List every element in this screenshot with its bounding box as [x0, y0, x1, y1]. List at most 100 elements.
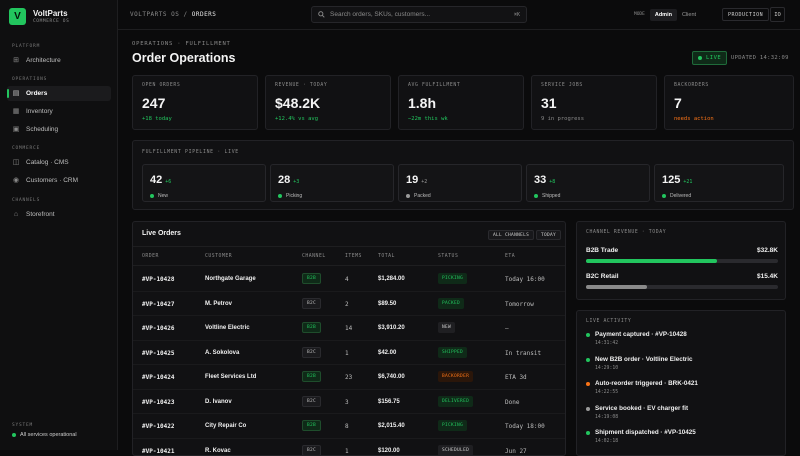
- sidebar-item-orders[interactable]: ▤ Orders: [7, 86, 111, 101]
- activity-title: LIVE ACTIVITY: [586, 319, 776, 324]
- stage-dot-icon: [534, 194, 538, 198]
- cell-order[interactable]: #VP-10424: [142, 374, 175, 381]
- pipeline-stage-delivered[interactable]: 125+21 Delivered: [654, 164, 784, 202]
- kpi-card-revenue[interactable]: REVENUE · TODAY $48.2K +12.4% vs avg: [265, 75, 391, 130]
- kpi-card-backorders[interactable]: BACKORDERS 7 needs action: [664, 75, 794, 130]
- channel-badge: B2C: [302, 298, 321, 309]
- brand-name: VoltParts: [33, 9, 69, 18]
- view-option-admin[interactable]: Admin: [650, 9, 677, 21]
- stage-dot-icon: [150, 194, 154, 198]
- pipeline-stage-packed[interactable]: 19+2 Packed: [398, 164, 522, 202]
- sidebar-item-customers[interactable]: ◉ Customers · CRM: [7, 173, 111, 188]
- channel-badge: B2B: [302, 322, 321, 333]
- cell-order[interactable]: #VP-10423: [142, 399, 175, 406]
- kpi-label: OPEN ORDERS: [142, 83, 248, 88]
- environment-badge[interactable]: PRODUCTION: [722, 8, 769, 21]
- filter-all-channels[interactable]: ALL CHANNELS: [488, 230, 534, 240]
- breadcrumb-separator: /: [183, 11, 187, 18]
- stage-name: Picking: [286, 193, 302, 199]
- kpi-card-avg-fulfillment[interactable]: AVG FULFILLMENT 1.8h −22m this wk: [398, 75, 524, 130]
- cell-order[interactable]: #VP-10422: [142, 423, 175, 430]
- status-badge: PACKED: [438, 298, 464, 309]
- sidebar-item-architecture[interactable]: ⊞ Architecture: [7, 53, 111, 68]
- search-input[interactable]: Search orders, SKUs, customers... ⌘K: [311, 6, 527, 23]
- activity-text: Service booked · EV charger fit: [595, 405, 688, 412]
- column-channel[interactable]: CHANNEL: [302, 254, 326, 259]
- catalog-icon: ◫: [12, 159, 20, 167]
- search-icon: [318, 11, 325, 18]
- avatar[interactable]: IO: [770, 7, 785, 22]
- stage-name: New: [158, 193, 168, 199]
- cell-order[interactable]: #VP-10421: [142, 448, 175, 455]
- activity-time: 14:19:08: [595, 415, 618, 420]
- cell-customer: R. Kovac: [205, 448, 231, 454]
- column-customer[interactable]: CUSTOMER: [205, 254, 232, 259]
- stage-delta: +2: [421, 179, 427, 185]
- view-toggle: MODE Admin Client: [629, 8, 701, 21]
- topbar: VOLTPARTS OS / ORDERS Search orders, SKU…: [118, 0, 800, 30]
- pipeline-stage-picking[interactable]: 28+3 Picking: [270, 164, 394, 202]
- cell-order[interactable]: #VP-10425: [142, 350, 175, 357]
- sidebar-item-catalog[interactable]: ◫ Catalog · CMS: [7, 155, 111, 170]
- system-label: SYSTEM: [12, 423, 33, 428]
- search-placeholder: Search orders, SKUs, customers...: [330, 11, 514, 18]
- sidebar-item-scheduling[interactable]: ▣ Scheduling: [7, 122, 111, 137]
- column-items[interactable]: ITEMS: [345, 254, 362, 259]
- column-order[interactable]: ORDER: [142, 254, 159, 259]
- cell-eta: Jun 27: [505, 448, 527, 455]
- kpi-card-service-jobs[interactable]: SERVICE JOBS 31 9 in progress: [531, 75, 657, 130]
- column-total[interactable]: TOTAL: [378, 254, 395, 259]
- cell-items: 1: [345, 448, 349, 455]
- kpi-label: SERVICE JOBS: [541, 83, 647, 88]
- kpi-subtext: needs action: [674, 116, 784, 122]
- pipeline-stage-shipped[interactable]: 33+8 Shipped: [526, 164, 650, 202]
- sidebar-item-inventory[interactable]: ▦ Inventory: [7, 104, 111, 119]
- status-badge: SHIPPED: [438, 347, 467, 358]
- column-eta[interactable]: ETA: [505, 254, 515, 259]
- kpi-label: BACKORDERS: [674, 83, 784, 88]
- brand[interactable]: V VoltParts COMMERCE OS: [9, 8, 69, 25]
- stage-dot-icon: [278, 194, 282, 198]
- channel-revenue-panel: CHANNEL REVENUE · TODAY B2B Trade $32.8K…: [576, 221, 786, 300]
- channel-badge: B2B: [302, 273, 321, 284]
- cell-order[interactable]: #VP-10426: [142, 325, 175, 332]
- nav-section-channels: CHANNELS: [12, 198, 40, 203]
- cell-total: $156.75: [378, 399, 400, 405]
- activity-text: Auto-reorder triggered · BRK-0421: [595, 380, 698, 387]
- cell-total: $6,740.00: [378, 374, 405, 380]
- cell-items: 3: [345, 399, 349, 406]
- cell-order[interactable]: #VP-10427: [142, 301, 175, 308]
- breadcrumb: VOLTPARTS OS / ORDERS: [130, 11, 216, 18]
- channel-name: B2C Retail: [586, 273, 619, 280]
- fulfillment-pipeline: FULFILLMENT PIPELINE · LIVE 42+6 New 28+…: [132, 140, 794, 210]
- live-orders-panel: Live Orders ALL CHANNELS TODAY ORDER CUS…: [132, 221, 566, 456]
- live-dot-icon: [698, 56, 702, 60]
- stage-value: 33: [534, 174, 546, 186]
- cell-customer: D. Ivanov: [205, 399, 232, 405]
- pipeline-title: FULFILLMENT PIPELINE · LIVE: [142, 150, 784, 155]
- revenue-bar-track: [586, 285, 778, 289]
- pipeline-stage-new[interactable]: 42+6 New: [142, 164, 266, 202]
- sidebar-item-storefront[interactable]: ⌂ Storefront: [7, 207, 111, 222]
- filter-today[interactable]: TODAY: [536, 230, 561, 240]
- activity-text: Payment captured · #VP-10428: [595, 331, 687, 338]
- cell-eta: Today 16:00: [505, 276, 545, 283]
- cell-items: 1: [345, 350, 349, 357]
- view-option-client[interactable]: Client: [677, 9, 701, 21]
- brand-subtitle: COMMERCE OS: [33, 19, 69, 24]
- breadcrumb-root[interactable]: VOLTPARTS OS: [130, 11, 179, 18]
- kpi-value: 7: [674, 95, 784, 111]
- cell-order[interactable]: #VP-10428: [142, 276, 175, 283]
- cell-items: 8: [345, 423, 349, 430]
- kpi-value: 31: [541, 95, 647, 111]
- kpi-card-open-orders[interactable]: OPEN ORDERS 247 +18 today: [132, 75, 258, 130]
- column-status[interactable]: STATUS: [438, 254, 458, 259]
